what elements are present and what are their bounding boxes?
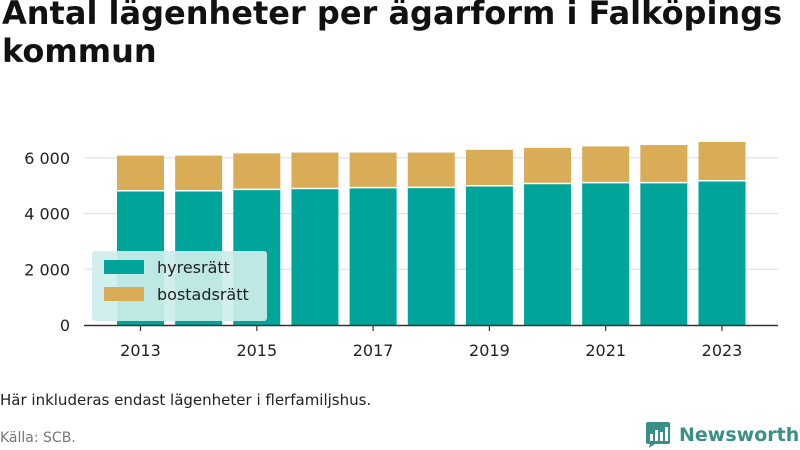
x-tick-label: 2021	[585, 341, 626, 360]
newsworthy-bar-icon	[646, 422, 670, 448]
y-tick-label: 6 000	[24, 149, 70, 168]
bar-bostadsratt	[233, 153, 281, 190]
bar-hyresratt	[582, 182, 630, 325]
source-note: Källa: SCB.	[0, 430, 76, 446]
legend-label: bostadsrätt	[157, 285, 249, 304]
bar-bostadsratt	[582, 146, 630, 183]
x-tick-label: 2019	[469, 341, 510, 360]
bar-bostadsratt	[117, 155, 164, 191]
bar-bostadsratt	[291, 152, 339, 189]
bar-bostadsratt	[175, 155, 223, 191]
x-tick-label: 2023	[702, 341, 743, 360]
brand-name: Newsworthy	[679, 424, 800, 446]
x-tick-label: 2013	[120, 341, 161, 360]
bar-hyresratt	[407, 187, 455, 325]
legend-swatch	[104, 260, 144, 274]
bar-bostadsratt	[349, 152, 397, 188]
x-tick-label: 2015	[236, 341, 277, 360]
bar-bostadsratt	[465, 149, 513, 186]
newsworthy-logo: Newsworthy	[645, 420, 800, 450]
chart-title: Antal lägenheter per ägarform i Falköpin…	[2, 0, 783, 70]
chart-note: Här inkluderas endast lägenheter i flerf…	[0, 391, 372, 409]
bar-bostadsratt	[698, 141, 746, 181]
bar-bostadsratt	[407, 152, 455, 188]
bar-bostadsratt	[640, 145, 688, 183]
x-tick-label: 2017	[353, 341, 394, 360]
bar-hyresratt	[291, 188, 339, 325]
stacked-bar-chart: 0 2 000 4 000 6 000 2013 2015 2017 2019 2021 2023…	[24, 141, 778, 360]
y-tick-label: 2 000	[24, 260, 70, 279]
bar-hyresratt	[698, 180, 746, 325]
bar-bostadsratt	[524, 147, 572, 184]
bar-hyresratt	[465, 185, 513, 325]
legend-label: hyresrätt	[157, 258, 230, 277]
y-tick-label: 0	[60, 316, 70, 335]
bar-hyresratt	[640, 182, 688, 325]
legend-swatch	[104, 287, 144, 301]
bar-hyresratt	[349, 187, 397, 325]
bar-hyresratt	[524, 183, 572, 325]
y-tick-label: 4 000	[24, 205, 70, 224]
